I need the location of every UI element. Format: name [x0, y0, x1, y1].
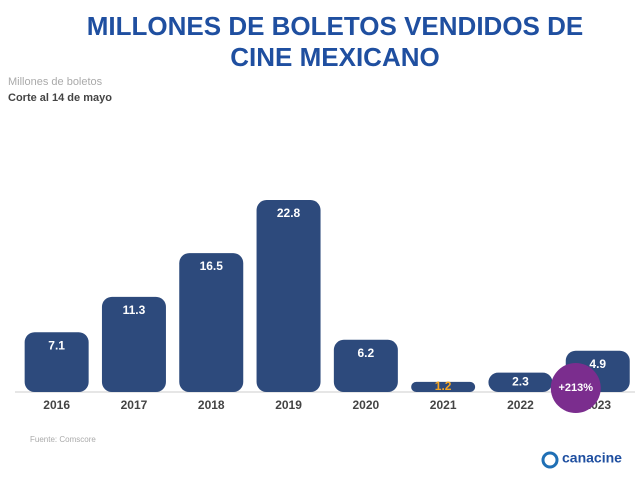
value-label: 22.8: [277, 206, 301, 220]
source: Fuente: Comscore: [30, 435, 96, 444]
x-tick-label: 2020: [352, 398, 379, 412]
x-tick-label: 2018: [198, 398, 225, 412]
annotation: +213%: [558, 382, 593, 394]
annotation-badge: [550, 363, 601, 413]
x-tick-label: 2022: [507, 398, 534, 412]
bar: [256, 200, 321, 392]
x-tick-label: 2016: [43, 398, 70, 412]
value-label: 6.2: [358, 346, 375, 360]
note: Corte al 14 de mayo: [8, 92, 112, 104]
value-label: 7.1: [48, 338, 65, 352]
bar: [488, 372, 553, 392]
bar: [179, 253, 244, 392]
logo-icon: [541, 451, 559, 469]
subtitle: Millones de boletos: [8, 76, 103, 88]
value-label: 11.3: [123, 303, 146, 317]
value-label: 16.5: [200, 259, 224, 273]
bar: [411, 381, 476, 392]
bar: [24, 332, 89, 392]
bar: [101, 296, 166, 392]
brand: canacine: [562, 450, 622, 466]
x-tick-label: 2021: [430, 398, 457, 412]
value-label: 1.2: [435, 379, 452, 393]
chart-title: MILLONES DE BOLETOS VENDIDOS DE CINE MEXI…: [87, 11, 583, 72]
x-tick-label: 2017: [121, 398, 148, 412]
x-tick-label: 2019: [275, 398, 302, 412]
value-label: 4.9: [589, 357, 606, 371]
bar: [333, 339, 398, 392]
value-label: 2.3: [512, 374, 529, 388]
